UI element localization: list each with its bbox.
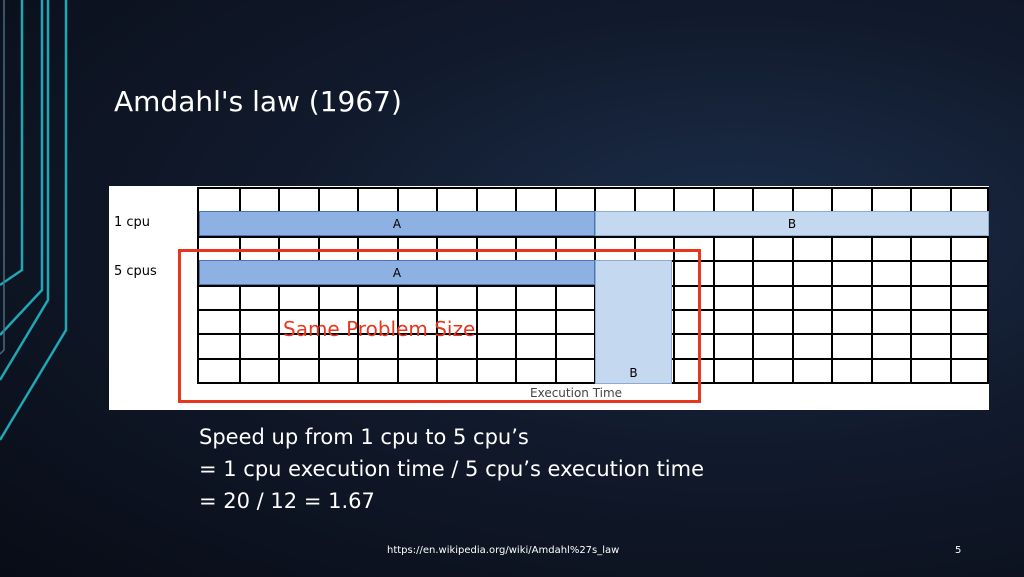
grid-vline (871, 187, 873, 384)
grid-vline (436, 187, 438, 384)
grid-vline (239, 187, 241, 384)
grid-vline (318, 187, 320, 384)
bar-a-1cpu-label: A (392, 216, 402, 231)
page-number: 5 (955, 545, 962, 556)
decorative-lines (0, 0, 68, 441)
grid-vline (278, 187, 280, 384)
grid-vline (476, 187, 478, 384)
grid-vline (673, 187, 675, 384)
bar-b-1cpu: B (595, 211, 989, 236)
slide-title: Amdahl's law (1967) (114, 85, 402, 118)
grid-vline (515, 187, 517, 384)
highlight-box (178, 249, 701, 403)
grid-vline (713, 187, 715, 384)
grid-vline (831, 187, 833, 384)
body-text: Speed up from 1 cpu to 5 cpu’s = 1 cpu e… (199, 421, 704, 517)
bar-b-5cpus: B (595, 260, 672, 384)
overlay-label: Same Problem Size (283, 317, 476, 341)
grid-vline (357, 187, 359, 384)
bar-a-1cpu: A (199, 211, 595, 236)
time-grid: A B A B (197, 187, 989, 384)
grid-vline (397, 187, 399, 384)
grid-vline (987, 187, 989, 384)
row-label-5-cpus: 5 cpus (114, 264, 157, 279)
body-line-1: Speed up from 1 cpu to 5 cpu’s (199, 425, 529, 449)
bar-a-5cpus: A (199, 260, 595, 285)
grid-vline (752, 187, 754, 384)
source-url[interactable]: https://en.wikipedia.org/wiki/Amdahl%27s… (387, 545, 620, 556)
body-line-3: = 20 / 12 = 1.67 (199, 489, 375, 513)
amdahl-diagram: 1 cpu 5 cpus A B A B Execution Time (109, 186, 989, 410)
bar-b-1cpu-label: B (787, 216, 797, 231)
bar-b-5cpus-label: B (629, 366, 638, 380)
grid-vline (910, 187, 912, 384)
body-line-2: = 1 cpu execution time / 5 cpu’s executi… (199, 457, 705, 481)
axis-label: Execution Time (530, 386, 623, 400)
grid-vline (950, 187, 952, 384)
bar-a-5cpus-label: A (392, 265, 402, 280)
grid-vline (792, 187, 794, 384)
grid-vline (555, 187, 557, 384)
row-label-1-cpu: 1 cpu (114, 215, 151, 230)
